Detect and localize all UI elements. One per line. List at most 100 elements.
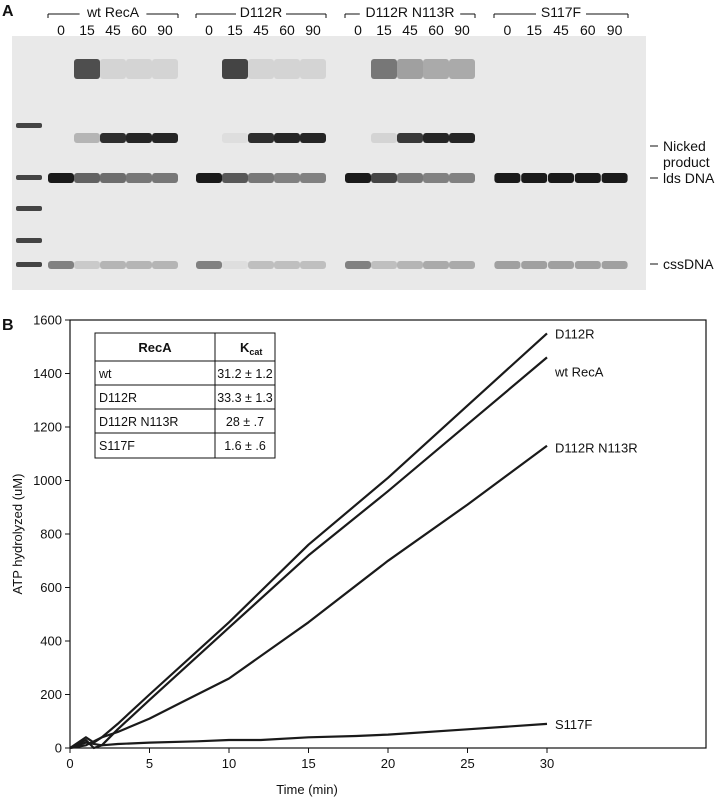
table-header-kcat: Kcat xyxy=(240,340,262,357)
gel-lane-label: 0 xyxy=(205,22,213,38)
gel-band xyxy=(449,133,475,143)
x-tick-label: 5 xyxy=(146,756,153,771)
series-label: wt RecA xyxy=(554,364,604,379)
table-cell-name: S117F xyxy=(99,439,135,453)
y-tick-label: 1400 xyxy=(33,366,62,381)
gel-band xyxy=(371,173,397,183)
y-tick-label: 1600 xyxy=(33,313,62,328)
gel-band xyxy=(548,173,574,183)
gel-band xyxy=(74,133,100,143)
gel-band xyxy=(100,173,126,183)
gel-band xyxy=(449,261,475,269)
gel-band xyxy=(126,261,152,269)
gel-header: wt RecA 0 15 45 60 90 D112R 0 15 45 60 90 D112R N113… xyxy=(47,4,629,38)
gel-background xyxy=(12,36,646,290)
gel-band xyxy=(423,133,449,143)
atp-hydrolysis-chart: 0 200 400 600 800 1000 1200 1400 1600 0 5 10 15 20 25… xyxy=(10,313,707,797)
series-line xyxy=(69,332,548,749)
table-cell-name: wt xyxy=(98,367,112,381)
nicked-label-line2: product xyxy=(663,154,710,170)
gel-band xyxy=(48,173,74,183)
y-tick-label: 0 xyxy=(55,741,62,756)
gel-band xyxy=(300,59,326,79)
gel-band xyxy=(601,261,628,269)
gel-band xyxy=(222,59,248,79)
series-label: S117F xyxy=(555,717,592,732)
css-label: cssDNA xyxy=(663,256,714,272)
gel-group-label: D112R N113R xyxy=(366,4,455,20)
gel-band xyxy=(423,261,449,269)
y-tick-label: 1000 xyxy=(33,473,62,488)
gel-lane-label: 90 xyxy=(454,22,470,38)
gel-band xyxy=(601,173,628,183)
table-cell-value: 28 ± .7 xyxy=(226,415,264,429)
gel-band xyxy=(152,173,178,183)
gel-band xyxy=(152,261,178,269)
x-tick-label: 15 xyxy=(301,756,315,771)
gel-band xyxy=(248,133,274,143)
gel-band xyxy=(345,261,371,269)
gel-band xyxy=(423,173,449,183)
nicked-label-line1: Nicked xyxy=(663,138,706,154)
y-tick-label: 400 xyxy=(40,634,62,649)
gel-lane-label: 0 xyxy=(504,22,512,38)
gel-band xyxy=(274,59,300,79)
kcat-main: K xyxy=(240,340,250,355)
gel-ladder-band xyxy=(16,262,42,267)
gel-band xyxy=(371,133,397,143)
gel-band xyxy=(274,133,300,143)
gel-lane-label: 60 xyxy=(428,22,444,38)
gel-band xyxy=(152,59,178,79)
gel-lane-label: 60 xyxy=(279,22,295,38)
gel-band xyxy=(371,59,397,79)
gel-band xyxy=(494,173,521,183)
gel-lane-label: 90 xyxy=(607,22,623,38)
gel-band xyxy=(196,173,222,183)
gel-band xyxy=(100,59,126,79)
gel-lane-label: 15 xyxy=(376,22,392,38)
gel-band xyxy=(494,261,521,269)
x-tick-label: 0 xyxy=(66,756,73,771)
gel-group-label-bg xyxy=(536,5,586,19)
y-tick-label: 1200 xyxy=(33,420,62,435)
gel-band xyxy=(100,133,126,143)
gel-band xyxy=(126,173,152,183)
x-tick-label: 10 xyxy=(222,756,236,771)
gel-band xyxy=(574,261,601,269)
y-tick-label: 200 xyxy=(40,687,62,702)
gel-group-label-bg xyxy=(359,5,461,19)
gel-lane-label: 15 xyxy=(79,22,95,38)
table-header-reca: RecA xyxy=(138,340,172,355)
series-line xyxy=(69,722,548,750)
gel-lane-label: 15 xyxy=(526,22,542,38)
kcat-table: RecA Kcat wt 31.2 ± 1.2 D112R 33.3 ± 1.3… xyxy=(94,332,276,459)
gel-ladder-band xyxy=(16,206,42,211)
x-tick-label: 25 xyxy=(460,756,474,771)
x-axis: 0 5 10 15 20 25 30 xyxy=(66,748,554,771)
gel-band xyxy=(222,133,248,143)
gel-band xyxy=(126,59,152,79)
gel-band xyxy=(574,173,601,183)
gel-band xyxy=(100,261,126,269)
panel-b-letter: B xyxy=(2,317,14,334)
gel-band xyxy=(126,133,152,143)
x-axis-label: Time (min) xyxy=(276,782,338,797)
lds-label: lds DNA xyxy=(663,170,715,186)
gel-band xyxy=(521,173,548,183)
series-label: D112R xyxy=(555,326,595,341)
table-cell-name: D112R N113R xyxy=(99,415,178,429)
gel-band xyxy=(248,261,274,269)
gel-ladder-band xyxy=(16,123,42,128)
kcat-sub: cat xyxy=(249,347,262,357)
gel-lane-label: 0 xyxy=(354,22,362,38)
y-axis-label: ATP hydrolyzed (uM) xyxy=(10,474,25,595)
gel-group-label-bg xyxy=(236,5,286,19)
gel-band xyxy=(300,133,326,143)
gel-lane-label: 90 xyxy=(157,22,173,38)
gel-band xyxy=(74,59,100,79)
gel-lane-label: 90 xyxy=(305,22,321,38)
series-line xyxy=(69,444,548,750)
y-tick-label: 600 xyxy=(40,580,62,595)
gel-lane-label: 45 xyxy=(105,22,121,38)
